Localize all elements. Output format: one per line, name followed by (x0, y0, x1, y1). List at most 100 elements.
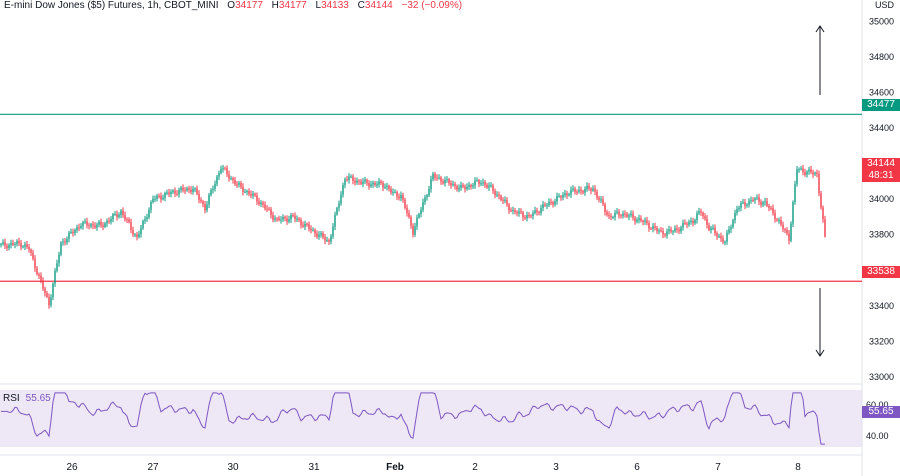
candle-body (586, 185, 588, 189)
candle-body (164, 192, 166, 198)
candle-body (2, 242, 4, 244)
candle-body (628, 215, 630, 217)
candle-body (232, 178, 234, 181)
candle-body (758, 197, 760, 202)
candle-body (752, 200, 754, 202)
candle-body (126, 219, 128, 221)
candle-body (446, 179, 448, 181)
support-price-tag: 33538 (862, 266, 900, 278)
candle-body (698, 211, 700, 214)
candle-body (268, 208, 270, 210)
candle-body (38, 274, 40, 276)
candle-body (530, 215, 532, 217)
candle-body (816, 172, 818, 175)
candle-body (378, 181, 380, 185)
candle-body (74, 230, 76, 234)
candle-body (562, 195, 564, 198)
candle-body (624, 213, 626, 215)
candle-body (792, 202, 794, 224)
candle-body (14, 243, 16, 245)
candle-body (574, 188, 576, 192)
candle-body (716, 233, 718, 237)
candle-body (604, 204, 606, 212)
candle-body (234, 180, 236, 185)
candle-body (348, 176, 350, 181)
candle-body (170, 192, 172, 195)
candle-body (400, 195, 402, 199)
candle-body (818, 174, 820, 194)
candle-body (272, 215, 274, 220)
candle-body (256, 195, 258, 202)
candle-body (820, 193, 822, 208)
candle-body (408, 213, 410, 217)
candle-body (736, 209, 738, 213)
candle-body (406, 207, 408, 214)
candle-body (612, 217, 614, 219)
candle-body (748, 200, 750, 205)
candle-body (658, 230, 660, 232)
time-tick-label: 8 (795, 462, 801, 473)
candle-body (208, 195, 210, 205)
candle-body (790, 223, 792, 241)
candle-body (744, 202, 746, 206)
candle-body (218, 173, 220, 177)
time-tick-label: 30 (227, 462, 239, 473)
candle-body (308, 224, 310, 229)
candle-body (326, 239, 328, 241)
candle-body (0, 243, 2, 245)
candle-body (354, 181, 356, 183)
candle-body (518, 211, 520, 214)
candle-body (398, 196, 400, 199)
candle-body (160, 196, 162, 200)
candle-body (544, 204, 546, 206)
candle-body (630, 213, 632, 216)
candle-body (312, 229, 314, 231)
candle-body (118, 214, 120, 217)
rsi-band (0, 390, 862, 447)
candle-body (64, 241, 66, 243)
candle-body (674, 228, 676, 232)
candle-body (350, 176, 352, 178)
candle-body (492, 185, 494, 191)
candle-body (148, 209, 150, 218)
candle-body (684, 222, 686, 224)
price-tick-label: 33000 (869, 372, 894, 382)
rsi-tick-60: 60.00 (866, 400, 889, 410)
time-tick-label: Feb (386, 462, 404, 473)
candle-body (538, 212, 540, 214)
candle-body (666, 231, 668, 236)
candle-body (724, 241, 726, 243)
last-price-value: 34144 (867, 158, 895, 169)
candle-body (78, 227, 80, 229)
candle-body (490, 185, 492, 187)
candle-body (314, 229, 316, 234)
candle-body (390, 188, 392, 193)
candle-body (82, 222, 84, 227)
candle-body (166, 192, 168, 194)
candle-body (664, 234, 666, 236)
candle-body (426, 195, 428, 198)
candle-body (6, 245, 8, 249)
candle-body (58, 254, 60, 264)
candle-body (254, 193, 256, 196)
candle-body (558, 196, 560, 198)
candle-body (372, 182, 374, 185)
candle-body (228, 174, 230, 179)
candle-body (692, 220, 694, 224)
candle-body (652, 226, 654, 229)
candle-body (526, 215, 528, 219)
candle-body (626, 214, 628, 217)
candle-body (700, 211, 702, 213)
candle-body (364, 179, 366, 182)
candle-body (708, 224, 710, 231)
candle-body (644, 220, 646, 222)
candle-body (178, 189, 180, 195)
candle-body (226, 168, 228, 175)
candle-body (542, 204, 544, 208)
candle-body (132, 229, 134, 235)
candle-body (162, 197, 164, 200)
candle-body (214, 183, 216, 189)
candle-body (488, 185, 490, 188)
candle-body (16, 241, 18, 244)
